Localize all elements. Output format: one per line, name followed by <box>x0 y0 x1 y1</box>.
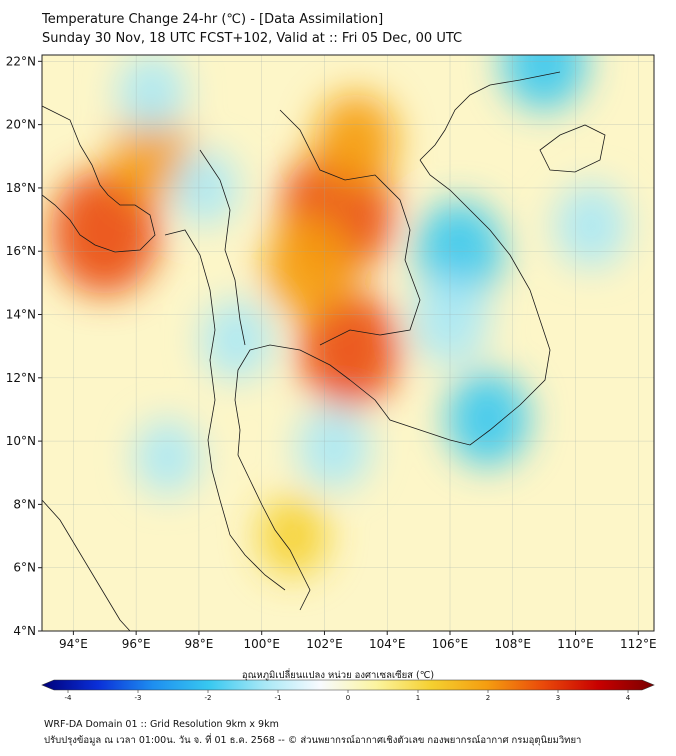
lon-tick-label: 94°E <box>59 637 88 651</box>
anomaly-blob <box>134 419 201 495</box>
lat-tick-label: 12°N <box>6 371 36 385</box>
lon-tick-label: 104°E <box>369 637 406 651</box>
coastline-peninsula-west <box>164 229 286 591</box>
lat-tick-label: 10°N <box>6 434 36 448</box>
anomaly-blob <box>446 371 529 467</box>
coastline-myanmar-bay <box>42 105 156 253</box>
chart-subtitle: Sunday 30 Nov, 18 UTC FCST+102, Valid at… <box>42 31 463 46</box>
lat-tick-label: 16°N <box>6 244 36 258</box>
lon-tick-label: 110°E <box>557 637 594 651</box>
anomaly-blob <box>201 299 272 381</box>
colorbar-tick-label: -2 <box>205 694 212 702</box>
colorbar <box>41 679 655 691</box>
footer-resolution: WRF-DA Domain 01 :: Grid Resolution 9km … <box>44 719 279 730</box>
lat-tick-label: 20°N <box>6 118 36 132</box>
colorbar-tick-label: 4 <box>626 694 631 702</box>
colorbar-tick-label: -4 <box>65 694 73 702</box>
border-thailand-lao <box>279 109 421 346</box>
chart-title: Temperature Change 24-hr (℃) - [Data Ass… <box>42 12 384 27</box>
anomaly-blob <box>314 93 398 188</box>
lat-tick-label: 18°N <box>6 181 36 195</box>
lat-tick-label: 22°N <box>6 54 36 68</box>
lat-tick-label: 4°N <box>13 624 36 638</box>
anomaly-blob <box>117 55 186 133</box>
lon-tick-label: 102°E <box>306 637 343 651</box>
lon-tick-label: 98°E <box>184 637 213 651</box>
colorbar-tick-label: 3 <box>556 694 560 702</box>
anomaly-blob <box>298 290 401 408</box>
footer-credit: ปรับปรุงข้อมูล ณ เวลา 01:00น. วัน จ. ที่… <box>44 735 582 746</box>
anomaly-blob <box>501 55 587 111</box>
anomaly-blob <box>50 169 160 295</box>
colorbar-tick-label: 1 <box>416 694 420 702</box>
anomaly-blob <box>297 405 371 490</box>
coastline-peninsula-east <box>234 344 351 611</box>
lon-tick-label: 108°E <box>495 637 532 651</box>
border-myanmar-thailand <box>199 149 246 346</box>
anomaly-blob <box>257 495 329 577</box>
coastline-borneo-sumatra <box>42 499 131 631</box>
coastline-gulf-cambodia <box>349 159 551 446</box>
lat-tick-label: 6°N <box>13 561 36 575</box>
anomaly-blob <box>111 110 192 203</box>
lon-tick-label: 100°E <box>243 637 280 651</box>
colorbar-tick-label: -1 <box>275 694 282 702</box>
lon-tick-label: 112°E <box>620 637 657 651</box>
anomaly-blob <box>263 215 354 319</box>
colorbar-tick-label: -3 <box>135 694 142 702</box>
coastline-hainan <box>539 124 606 173</box>
lon-tick-label: 96°E <box>122 637 151 651</box>
lon-tick-label: 106°E <box>432 637 469 651</box>
colorbar-tick-label: 0 <box>346 694 350 702</box>
lat-tick-label: 14°N <box>6 308 36 322</box>
anomaly-blob <box>554 184 628 268</box>
colorbar-label: อุณหภูมิเปลี่ยนแปลง หน่วย องศาเซลเซียส (… <box>241 670 435 681</box>
lat-tick-label: 8°N <box>13 497 36 511</box>
coastline-vietnam-north <box>419 71 561 161</box>
colorbar-tick-label: 2 <box>486 694 490 702</box>
plot-frame <box>41 54 655 632</box>
